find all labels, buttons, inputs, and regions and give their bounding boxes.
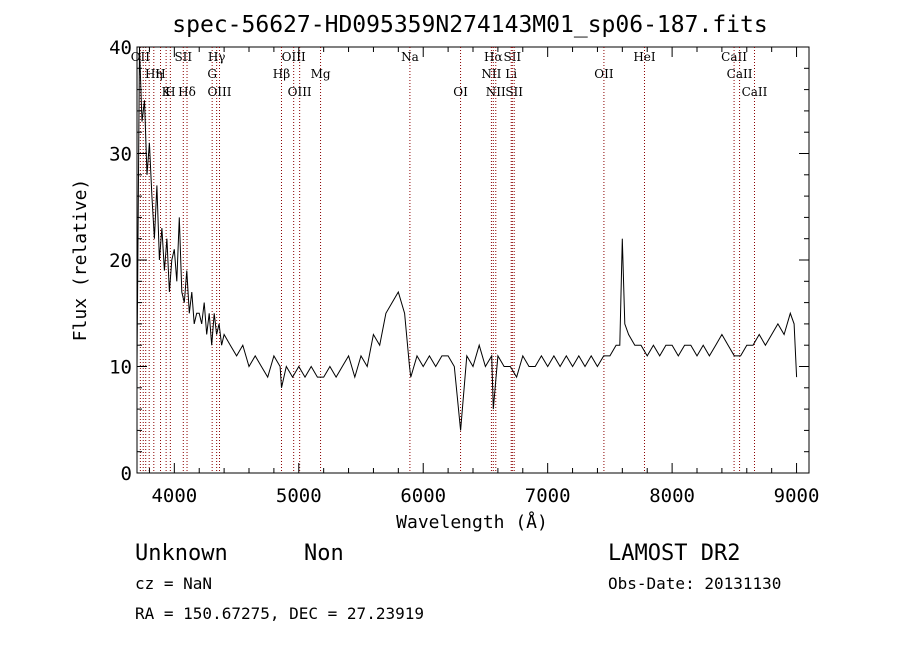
marker-label-26: HeI — [633, 50, 656, 64]
x-axis-label: Wavelength (Å) — [396, 511, 548, 533]
marker-label-9: Hδ — [178, 85, 196, 99]
marker-label-4: Hη — [145, 67, 163, 81]
coordinates: RA = 150.67275, DEC = 27.23919 — [135, 604, 424, 623]
marker-label-25: OII — [594, 67, 614, 81]
object-subclass: Non — [304, 541, 344, 566]
marker-label-16: Mg — [311, 67, 331, 81]
marker-label-11: Hγ — [208, 50, 226, 64]
x-tick-label-5: 9000 — [774, 485, 820, 507]
object-class: Unknown — [135, 541, 228, 566]
marker-label-10: G — [207, 67, 217, 81]
chart-title: spec-56627-HD095359N274143M01_sp06-187.f… — [172, 12, 767, 38]
y-tick-label-3: 30 — [109, 144, 132, 166]
x-tick-label-4: 8000 — [649, 485, 695, 507]
marker-label-22: Li — [505, 67, 517, 81]
marker-label-7: H — [165, 85, 175, 99]
x-tick-label-2: 6000 — [400, 485, 446, 507]
survey-label: LAMOST DR2 — [608, 541, 740, 566]
y-tick-label-1: 10 — [109, 357, 132, 379]
marker-label-14: OIII — [282, 50, 306, 64]
x-tick-label-1: 5000 — [276, 485, 322, 507]
marker-label-8: SII — [174, 50, 192, 64]
y-tick-label-4: 40 — [109, 37, 132, 59]
marker-label-6: K — [162, 85, 172, 99]
marker-label-17: Na — [401, 50, 419, 64]
marker-label-13: Hβ — [273, 67, 290, 81]
y-tick-label-0: 0 — [121, 463, 132, 485]
marker-label-19: NII — [481, 67, 501, 81]
marker-label-21: NII — [486, 85, 506, 99]
marker-label-29: CaII — [742, 85, 768, 99]
spectrum-line — [136, 46, 798, 431]
marker-label-15: OIII — [288, 85, 312, 99]
redshift-cz: cz = NaN — [135, 574, 212, 593]
marker-label-18: OI — [453, 85, 468, 99]
y-axis-ticks: 0 10 20 30 40 — [109, 37, 809, 485]
x-tick-label-0: 4000 — [151, 485, 197, 507]
x-tick-label-3: 7000 — [525, 485, 571, 507]
x-axis-ticks: 4000 5000 6000 7000 8000 9000 — [148, 47, 820, 507]
y-axis-label: Flux (relative) — [70, 179, 91, 342]
marker-label-20: Hα — [484, 50, 503, 64]
marker-label-24: SII — [505, 85, 523, 99]
spectrum-series — [136, 46, 798, 431]
marker-label-23: SII — [503, 50, 521, 64]
marker-label-28: CaII — [727, 67, 753, 81]
marker-label-5: H — [155, 67, 165, 81]
y-tick-label-2: 20 — [109, 250, 132, 272]
observation-date: Obs-Date: 20131130 — [608, 574, 781, 593]
marker-label-12: OIII — [207, 85, 231, 99]
marker-label-27: CaII — [721, 50, 747, 64]
plot-frame — [136, 46, 810, 474]
